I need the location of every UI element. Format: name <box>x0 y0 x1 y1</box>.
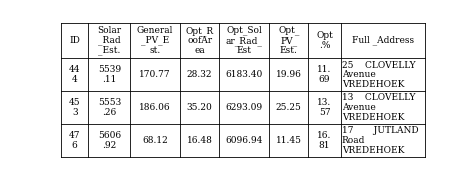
Text: 5553
.26: 5553 .26 <box>98 98 121 117</box>
Text: Solar
_Rad
_Est.: Solar _Rad _Est. <box>97 26 121 55</box>
Text: 25.25: 25.25 <box>276 103 301 112</box>
Text: 45
3: 45 3 <box>69 98 81 117</box>
Text: 44
4: 44 4 <box>69 66 81 84</box>
Text: 5539
.11: 5539 .11 <box>98 66 121 84</box>
Text: ID: ID <box>69 36 80 45</box>
Text: 13.
57: 13. 57 <box>318 98 332 117</box>
Text: 170.77: 170.77 <box>139 70 171 79</box>
Text: 25    CLOVELLY
Avenue
VREDEHOEK: 25 CLOVELLY Avenue VREDEHOEK <box>342 61 415 89</box>
Text: Opt
.%: Opt .% <box>316 31 333 50</box>
Text: Opt_
PV_
Est.: Opt_ PV_ Est. <box>278 26 300 55</box>
Text: 13    CLOVELLY
Avenue
VREDEHOEK: 13 CLOVELLY Avenue VREDEHOEK <box>342 93 415 122</box>
Text: 16.
81: 16. 81 <box>318 131 332 150</box>
Text: 11.45: 11.45 <box>276 136 301 145</box>
Text: 186.06: 186.06 <box>139 103 171 112</box>
Text: 5606
.92: 5606 .92 <box>98 131 121 150</box>
Text: 19.96: 19.96 <box>276 70 301 79</box>
Text: Opt_R
oofAr
ea: Opt_R oofAr ea <box>185 26 214 55</box>
Text: 6096.94: 6096.94 <box>226 136 263 145</box>
Text: General
_PV_E
st.: General _PV_E st. <box>137 26 173 55</box>
Text: 16.48: 16.48 <box>187 136 212 145</box>
Text: Opt_Sol
ar_Rad_
Est: Opt_Sol ar_Rad_ Est <box>226 26 263 55</box>
Text: Full _Address: Full _Address <box>352 36 414 45</box>
Text: 6183.40: 6183.40 <box>226 70 263 79</box>
Text: 28.32: 28.32 <box>187 70 212 79</box>
Text: 47
6: 47 6 <box>69 131 81 150</box>
Text: 6293.09: 6293.09 <box>226 103 263 112</box>
Text: 35.20: 35.20 <box>187 103 212 112</box>
Text: 11.
69: 11. 69 <box>318 66 332 84</box>
Text: 68.12: 68.12 <box>142 136 168 145</box>
Text: 17       JUTLAND
Road
VREDEHOEK: 17 JUTLAND Road VREDEHOEK <box>342 126 419 155</box>
